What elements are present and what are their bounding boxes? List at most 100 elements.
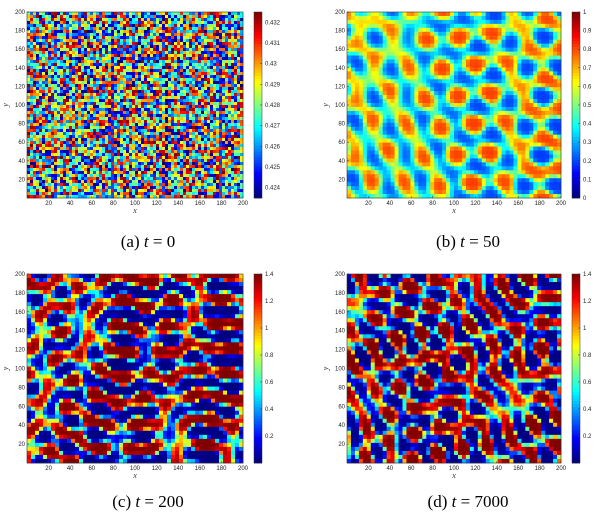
heatmap-cell — [129, 159, 133, 163]
heatmap-cell — [72, 168, 76, 172]
heatmap-cell — [485, 31, 491, 37]
heatmap-cell — [216, 132, 220, 136]
heatmap-cell — [174, 159, 178, 163]
heatmap-cell — [219, 90, 223, 94]
colorbar-segment — [254, 186, 262, 190]
heatmap-cell — [159, 24, 163, 28]
heatmap-cell — [189, 117, 193, 121]
heatmap-cell — [63, 39, 67, 43]
heatmap-cell — [93, 138, 97, 142]
heatmap-cell — [57, 48, 61, 52]
heatmap-cell — [66, 138, 70, 142]
heatmap-cell — [96, 36, 100, 40]
heatmap-cell — [183, 117, 187, 121]
heatmap-cell — [63, 129, 67, 133]
heatmap-cell — [237, 36, 241, 40]
heatmap-cell — [51, 27, 55, 31]
heatmap-cell — [30, 150, 34, 154]
heatmap-cell — [195, 192, 199, 196]
heatmap-cell — [138, 183, 142, 187]
heatmap-cell — [219, 45, 223, 49]
heatmap-cell — [78, 129, 82, 133]
colorbar-segment — [254, 81, 262, 86]
heatmap-cell — [195, 18, 199, 22]
heatmap-cell — [102, 159, 106, 163]
heatmap-cell — [533, 35, 538, 41]
heatmap-cell — [87, 63, 91, 67]
heatmap-cell — [204, 108, 208, 112]
heatmap-cell — [66, 117, 70, 121]
heatmap-cell — [75, 168, 79, 172]
heatmap-cell — [207, 183, 211, 187]
heatmap-cell — [213, 93, 217, 97]
heatmap-cell — [186, 66, 190, 70]
heatmap-cell — [153, 84, 157, 88]
heatmap-cell — [90, 150, 94, 154]
heatmap-cell — [213, 126, 217, 130]
heatmap-cell — [42, 33, 46, 37]
heatmap-cell — [90, 108, 94, 112]
heatmap-cell — [207, 141, 211, 145]
heatmap-cell — [51, 147, 55, 151]
heatmap-cell — [102, 162, 106, 166]
heatmap-cell — [156, 45, 160, 49]
heatmap-cell — [183, 39, 187, 43]
heatmap-cell — [237, 60, 241, 64]
heatmap-cell — [192, 138, 196, 142]
heatmap-cell — [39, 192, 43, 196]
heatmap-cell — [234, 24, 238, 28]
heatmap-cell — [33, 111, 37, 115]
heatmap-cell — [189, 63, 193, 67]
heatmap-cell — [222, 156, 226, 160]
heatmap-cell — [84, 189, 88, 193]
heatmap-cell — [99, 180, 103, 184]
heatmap-cell — [204, 162, 208, 166]
heatmap-cell — [105, 57, 109, 61]
heatmap-cell — [45, 174, 49, 178]
heatmap-cell — [153, 126, 157, 130]
heatmap-cell — [144, 27, 148, 31]
heatmap-cell — [159, 45, 163, 49]
colorbar-tick-label: 0.427 — [265, 124, 281, 130]
heatmap-cell — [189, 66, 193, 70]
heatmap-cell — [126, 186, 130, 190]
heatmap-cell — [237, 54, 241, 58]
heatmap-cell — [48, 102, 52, 106]
heatmap-cell — [132, 78, 136, 82]
heatmap-cell — [36, 138, 40, 142]
heatmap-cell — [350, 27, 356, 33]
heatmap-cell — [105, 60, 109, 64]
heatmap-cell — [57, 99, 61, 103]
heatmap-cell — [192, 168, 196, 172]
heatmap-cell — [75, 18, 79, 22]
heatmap-cell — [111, 33, 115, 37]
heatmap-cell — [183, 156, 187, 160]
heatmap-cell — [358, 15, 364, 21]
heatmap-cell — [168, 21, 172, 25]
heatmap-cell — [69, 42, 73, 46]
heatmap-cell — [204, 60, 208, 64]
heatmap-cell — [219, 48, 223, 52]
heatmap-cell — [57, 180, 61, 184]
heatmap-cell — [102, 90, 106, 94]
heatmap-cell — [147, 90, 151, 94]
heatmap-cell — [81, 33, 85, 37]
heatmap-cell — [180, 30, 184, 34]
heatmap-cell — [78, 96, 82, 100]
heatmap-cell — [42, 105, 46, 109]
heatmap-cell — [180, 96, 184, 100]
heatmap-cell — [362, 31, 368, 37]
heatmap-cell — [174, 135, 178, 139]
heatmap-cell — [72, 126, 76, 130]
heatmap-cell — [60, 102, 64, 106]
heatmap-cell — [493, 31, 498, 37]
heatmap-cell — [473, 27, 479, 33]
heatmap-cell — [162, 39, 166, 43]
heatmap-cell — [195, 90, 199, 94]
heatmap-cell — [90, 87, 94, 91]
heatmap-cell — [204, 54, 208, 58]
heatmap-cell — [141, 18, 145, 22]
heatmap-cell — [51, 57, 55, 61]
heatmap-cell — [237, 177, 241, 181]
heatmap-cell — [45, 186, 49, 190]
